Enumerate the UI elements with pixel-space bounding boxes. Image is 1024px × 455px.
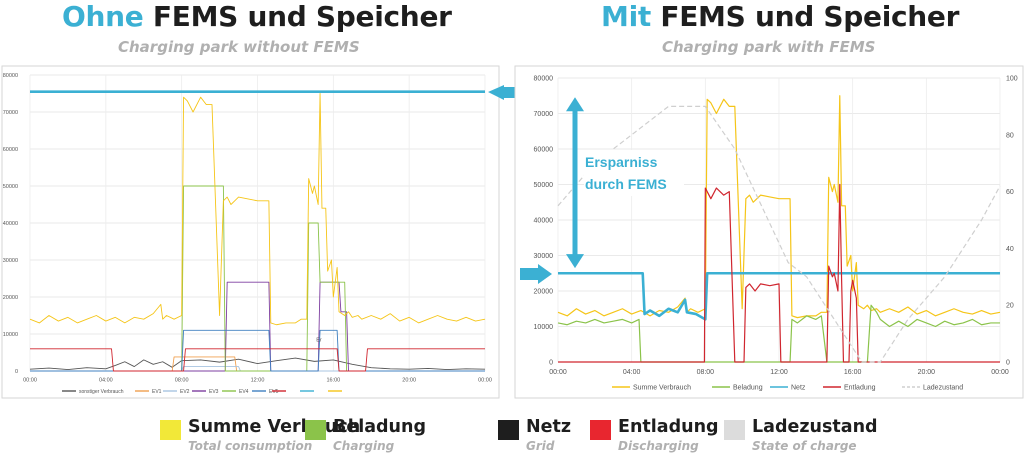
annotation-line-1: Ersparniss xyxy=(585,154,658,170)
legend-title: Entladung xyxy=(618,417,719,437)
y-tick-label: 0 xyxy=(549,359,553,366)
x-tick-label: 20:00 xyxy=(918,369,936,376)
legend-label: sonstiger Verbrauch xyxy=(79,389,124,395)
right-headline-rest: FEMS und Speicher xyxy=(660,0,960,33)
legend-subtitle: State of charge xyxy=(752,439,857,453)
left-headline-rest: FEMS und Speicher xyxy=(152,0,452,33)
y-tick-label: 0 xyxy=(15,369,18,375)
legend-label: Entladung xyxy=(844,384,876,391)
legend-color-swatch xyxy=(305,420,326,440)
legend-label: EV5 xyxy=(269,389,279,395)
legend-label: Netz xyxy=(791,384,806,391)
left-subtitle: Charging park without FEMS xyxy=(118,38,360,56)
legend-label: Summe Verbrauch xyxy=(633,384,691,391)
x-tick-label: 00:00 xyxy=(549,369,567,376)
x-tick-label: 04:00 xyxy=(99,378,113,384)
y-tick-label: 80000 xyxy=(3,73,18,79)
legend-label: EV4 xyxy=(239,389,249,395)
left-headline: Ohne FEMS und Speicher xyxy=(62,0,452,33)
right-headline: Mit FEMS und Speicher xyxy=(601,0,959,33)
y2-tick-label: 60 xyxy=(1006,189,1014,196)
x-tick-label: 12:00 xyxy=(770,369,788,376)
series-ev5 xyxy=(30,329,485,372)
chart-2: 0100002000030000400005000060000700008000… xyxy=(514,65,1024,399)
legend-title: Ladezustand xyxy=(752,417,878,437)
y-tick-label: 30000 xyxy=(534,253,554,260)
y-tick-label: 10000 xyxy=(3,332,18,338)
y-tick-label: 60000 xyxy=(3,147,18,153)
series-sonstiger-verbrauch xyxy=(29,357,486,370)
legend-subtitle: Grid xyxy=(526,439,555,453)
y2-tick-label: 0 xyxy=(1006,359,1010,366)
y-tick-label: 50000 xyxy=(534,182,554,189)
series-ladezustand xyxy=(557,105,1001,363)
x-tick-label: 08:00 xyxy=(697,369,715,376)
chart-frame xyxy=(514,65,1024,399)
legend-title: Netz xyxy=(526,417,572,437)
legend-title: Beladung xyxy=(333,417,426,437)
y-tick-label: 70000 xyxy=(3,110,18,116)
right-subtitle: Charging park with FEMS xyxy=(662,38,876,56)
x-tick-label: 00:00 xyxy=(23,378,37,384)
savings-arrow-down-icon xyxy=(566,254,584,269)
x-tick-label: 04:00 xyxy=(623,369,641,376)
legend-color-swatch xyxy=(498,420,519,440)
y2-tick-label: 40 xyxy=(1006,246,1014,253)
y-tick-label: 20000 xyxy=(534,288,554,295)
right-headline-accent: Mit xyxy=(601,0,651,33)
y2-tick-label: 20 xyxy=(1006,303,1014,310)
legend-color-swatch xyxy=(160,420,181,440)
series-ev3 xyxy=(30,281,485,372)
x-tick-label: 16:00 xyxy=(844,369,862,376)
y-tick-label: 40000 xyxy=(3,221,18,227)
legend-color-swatch xyxy=(724,420,745,440)
y-tick-label: 50000 xyxy=(3,184,18,190)
x-tick-label: 16:00 xyxy=(326,378,340,384)
y2-tick-label: 80 xyxy=(1006,132,1014,139)
series-unnamed-6 xyxy=(30,348,485,372)
y2-tick-label: 100 xyxy=(1006,75,1018,82)
series-unnamed-8 xyxy=(29,93,486,326)
y-tick-label: 80000 xyxy=(534,75,554,82)
y-tick-label: 20000 xyxy=(3,295,18,301)
legend-label: EV1 xyxy=(152,389,162,395)
x-tick-label: 00:00 xyxy=(478,378,492,384)
legend-label: EV2 xyxy=(180,389,190,395)
legend-color-swatch xyxy=(590,420,611,440)
chart-annotation: Er xyxy=(316,337,322,343)
series-entladung xyxy=(558,183,1000,363)
legend-subtitle: Charging xyxy=(333,439,395,453)
y-tick-label: 40000 xyxy=(534,217,554,224)
legend-subtitle: Discharging xyxy=(618,439,699,453)
chart-frame xyxy=(1,65,500,399)
annotation-bg xyxy=(584,150,684,196)
peak-arrow-icon xyxy=(488,85,522,100)
legend-subtitle: Total consumption xyxy=(188,439,313,453)
y-tick-label: 10000 xyxy=(534,324,554,331)
annotation-line-2: durch FEMS xyxy=(585,176,667,192)
series-netz xyxy=(558,271,1000,321)
y-tick-label: 70000 xyxy=(534,111,554,118)
x-tick-label: 08:00 xyxy=(175,378,189,384)
legend-label: Beladung xyxy=(733,384,763,391)
left-headline-accent: Ohne xyxy=(62,0,144,33)
y-tick-label: 60000 xyxy=(534,146,554,153)
x-tick-label: 12:00 xyxy=(251,378,265,384)
x-tick-label: 00:00 xyxy=(991,369,1009,376)
y-tick-label: 30000 xyxy=(3,258,18,264)
legend-label: Ladezustand xyxy=(923,384,963,391)
limit-arrow-icon xyxy=(520,264,552,284)
legend-label: EV3 xyxy=(209,389,219,395)
series-ev4 xyxy=(30,185,485,372)
x-tick-label: 20:00 xyxy=(402,378,416,384)
chart-1: 0 10000 20000 30000 40000 50000 60000 70000 8000… xyxy=(1,65,522,399)
savings-arrow-up-icon xyxy=(566,97,584,112)
